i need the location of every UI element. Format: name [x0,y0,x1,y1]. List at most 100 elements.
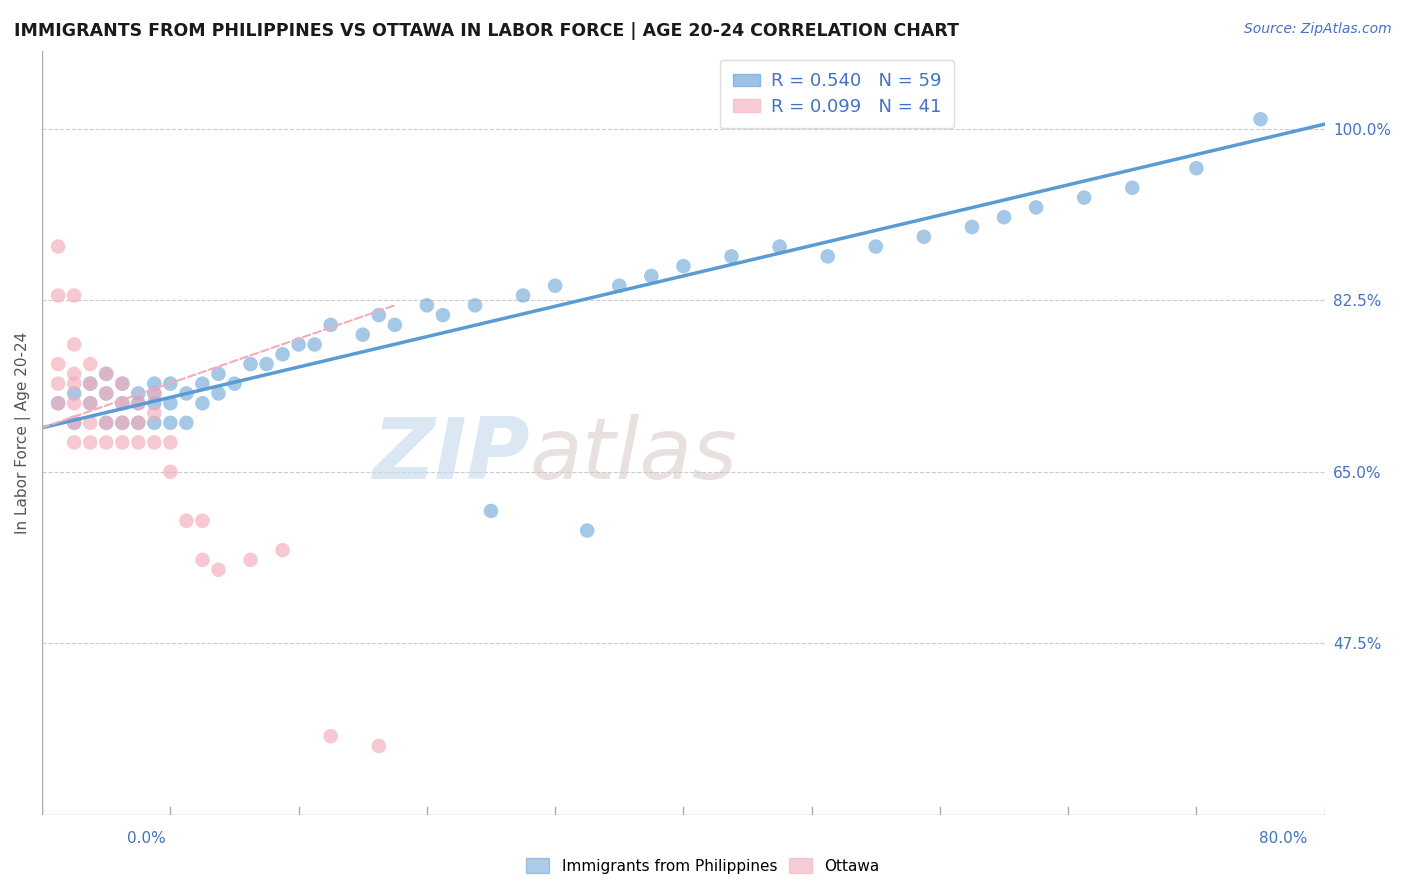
Text: atlas: atlas [530,414,738,497]
Point [224,376,246,391]
Point [63,376,86,391]
Point [96,416,118,430]
Point [79,396,101,410]
Text: Source: ZipAtlas.com: Source: ZipAtlas.com [1244,22,1392,37]
Point [63,288,86,302]
Point [111,376,134,391]
Point [367,308,389,322]
Point [865,239,887,253]
Point [191,396,214,410]
Point [79,376,101,391]
Y-axis label: In Labor Force | Age 20-24: In Labor Force | Age 20-24 [15,332,31,533]
Point [96,416,118,430]
Point [607,278,630,293]
Legend: R = 0.540   N = 59, R = 0.099   N = 41: R = 0.540 N = 59, R = 0.099 N = 41 [720,60,955,128]
Point [176,416,198,430]
Point [79,396,101,410]
Point [79,416,101,430]
Point [207,367,229,381]
Point [143,435,166,450]
Point [576,524,599,538]
Point [319,729,342,743]
Point [912,229,935,244]
Point [159,465,181,479]
Point [46,288,69,302]
Point [127,396,149,410]
Text: ZIP: ZIP [371,414,530,497]
Point [256,357,278,371]
Point [993,210,1015,224]
Point [143,406,166,420]
Point [512,288,534,302]
Point [817,249,839,263]
Point [79,435,101,450]
Point [176,514,198,528]
Point [432,308,454,322]
Point [159,416,181,430]
Point [1121,181,1143,195]
Point [1185,161,1208,176]
Point [63,386,86,401]
Point [143,396,166,410]
Point [63,416,86,430]
Point [127,386,149,401]
Point [127,396,149,410]
Point [352,327,374,342]
Point [143,386,166,401]
Point [479,504,502,518]
Point [79,376,101,391]
Point [1250,112,1272,127]
Point [46,357,69,371]
Point [143,376,166,391]
Point [96,386,118,401]
Point [176,386,198,401]
Point [640,268,662,283]
Point [63,396,86,410]
Point [271,543,294,558]
Point [111,435,134,450]
Point [159,435,181,450]
Point [159,396,181,410]
Point [191,376,214,391]
Point [111,396,134,410]
Point [720,249,742,263]
Point [96,435,118,450]
Legend: Immigrants from Philippines, Ottawa: Immigrants from Philippines, Ottawa [520,852,886,880]
Point [143,386,166,401]
Point [46,376,69,391]
Point [46,396,69,410]
Point [111,376,134,391]
Point [111,416,134,430]
Point [96,367,118,381]
Point [63,416,86,430]
Point [960,219,983,234]
Point [46,239,69,253]
Point [63,367,86,381]
Point [63,337,86,351]
Point [46,396,69,410]
Point [367,739,389,753]
Text: IMMIGRANTS FROM PHILIPPINES VS OTTAWA IN LABOR FORCE | AGE 20-24 CORRELATION CHA: IMMIGRANTS FROM PHILIPPINES VS OTTAWA IN… [14,22,959,40]
Point [96,386,118,401]
Point [544,278,567,293]
Point [271,347,294,361]
Text: 80.0%: 80.0% [1260,831,1308,846]
Point [319,318,342,332]
Point [143,416,166,430]
Point [1073,191,1095,205]
Point [207,563,229,577]
Point [464,298,486,312]
Point [416,298,439,312]
Point [191,553,214,567]
Point [127,416,149,430]
Point [287,337,309,351]
Point [111,396,134,410]
Point [304,337,326,351]
Point [96,367,118,381]
Point [207,386,229,401]
Point [79,357,101,371]
Text: 0.0%: 0.0% [127,831,166,846]
Point [111,416,134,430]
Point [191,514,214,528]
Point [159,376,181,391]
